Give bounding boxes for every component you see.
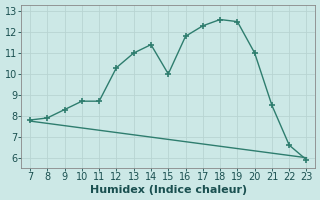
- X-axis label: Humidex (Indice chaleur): Humidex (Indice chaleur): [90, 185, 247, 195]
